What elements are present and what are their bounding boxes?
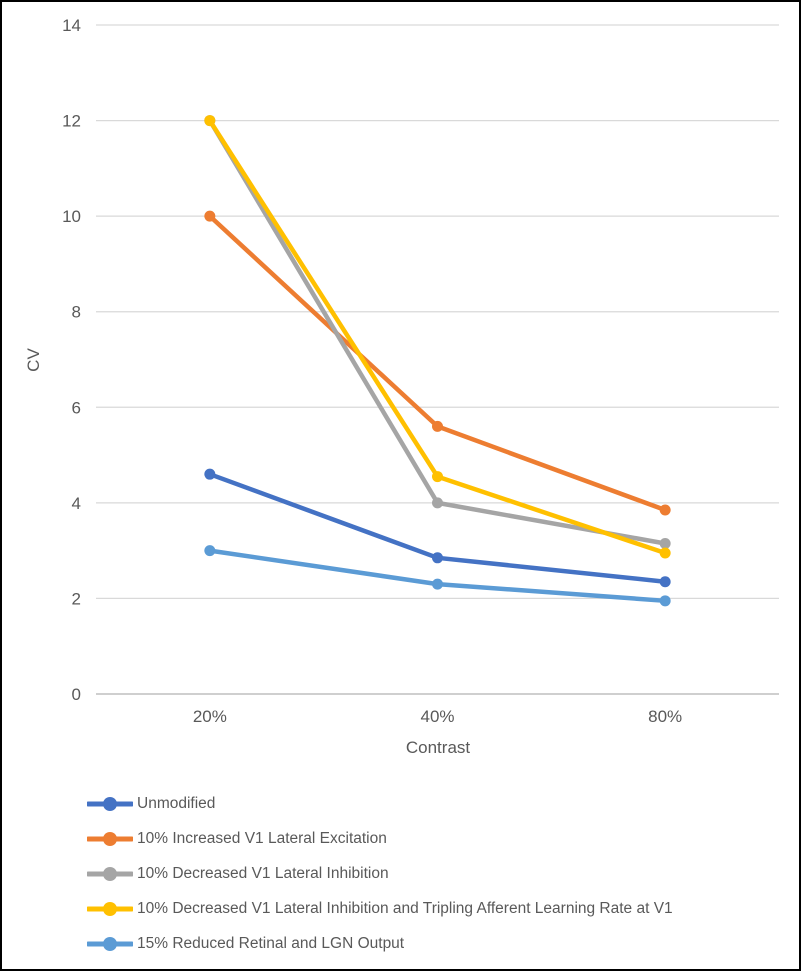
legend-marker-icon	[87, 866, 133, 881]
plot-area	[204, 115, 671, 607]
y-tick-label: 0	[72, 685, 81, 704]
legend-marker-icon	[87, 901, 133, 916]
data-point-15-reduced-retinal-and-lgn-output	[432, 578, 443, 590]
x-tick-label: 20%	[193, 707, 227, 726]
legend-label: 10% Decreased V1 Lateral Inhibition	[137, 864, 389, 882]
legend-item: 10% Decreased V1 Lateral Inhibition	[87, 856, 673, 891]
y-tick-label: 10	[62, 207, 81, 226]
gridlines	[96, 24, 779, 695]
legend-marker-icon	[87, 796, 133, 811]
data-point-10-increased-v1-lateral-excitation	[659, 504, 671, 516]
legend-item: 10% Increased V1 Lateral Excitation	[87, 821, 673, 856]
y-tick-label: 14	[62, 16, 81, 35]
data-point-unmodified	[204, 468, 216, 480]
x-axis-tick-labels: 20% 40% 80%	[193, 707, 682, 726]
data-point-10-increased-v1-lateral-excitation	[432, 420, 443, 432]
legend-label: Unmodified	[137, 794, 216, 812]
y-tick-label: 8	[72, 303, 81, 322]
data-point-10-decreased-v1-lateral-inhibition	[659, 537, 671, 549]
legend-label: 10% Increased V1 Lateral Excitation	[137, 829, 387, 847]
y-tick-label: 2	[72, 589, 81, 608]
data-point-15-reduced-retinal-and-lgn-output	[659, 595, 671, 607]
y-tick-label: 4	[72, 494, 81, 513]
legend-marker-icon	[87, 936, 133, 951]
legend-marker-icon	[87, 831, 133, 846]
line-chart: 0 2 4 6 8 10 12 14 20% 40% 80% CV Contrast	[24, 16, 779, 757]
data-point-10-increased-v1-lateral-excitation	[204, 210, 216, 222]
data-point-unmodified	[432, 552, 443, 564]
data-point-unmodified	[659, 576, 671, 588]
series-line-10-increased-v1-lateral-excitation	[207, 213, 668, 513]
legend-label: 10% Decreased V1 Lateral Inhibition and …	[137, 899, 673, 917]
data-point-10-decreased-v1-lateral-inhibition-and-tripling-afferent-learning-rate-at-v1	[659, 547, 671, 559]
y-tick-label: 6	[72, 398, 81, 417]
x-tick-label: 40%	[420, 707, 454, 726]
x-tick-label: 80%	[648, 707, 682, 726]
x-axis-title: Contrast	[406, 738, 471, 757]
legend-label: 15% Reduced Retinal and LGN Output	[137, 934, 405, 952]
y-axis-tick-labels: 0 2 4 6 8 10 12 14	[62, 16, 81, 704]
data-point-15-reduced-retinal-and-lgn-output	[204, 545, 216, 557]
legend-item: Unmodified	[87, 786, 673, 821]
data-point-10-decreased-v1-lateral-inhibition-and-tripling-afferent-learning-rate-at-v1	[204, 115, 216, 127]
chart-legend: Unmodified 10% Increased V1 Lateral Excit…	[87, 786, 673, 961]
y-tick-label: 12	[62, 112, 81, 131]
legend-item: 10% Decreased V1 Lateral Inhibition and …	[87, 891, 673, 926]
legend-item: 15% Reduced Retinal and LGN Output	[87, 926, 673, 961]
y-axis-title: CV	[24, 348, 43, 372]
series-line-10-decreased-v1-lateral-inhibition-and-tripling-afferent-learning-rate-at-v1	[207, 118, 668, 556]
data-point-10-decreased-v1-lateral-inhibition-and-tripling-afferent-learning-rate-at-v1	[432, 471, 443, 483]
data-point-10-decreased-v1-lateral-inhibition	[432, 497, 443, 509]
